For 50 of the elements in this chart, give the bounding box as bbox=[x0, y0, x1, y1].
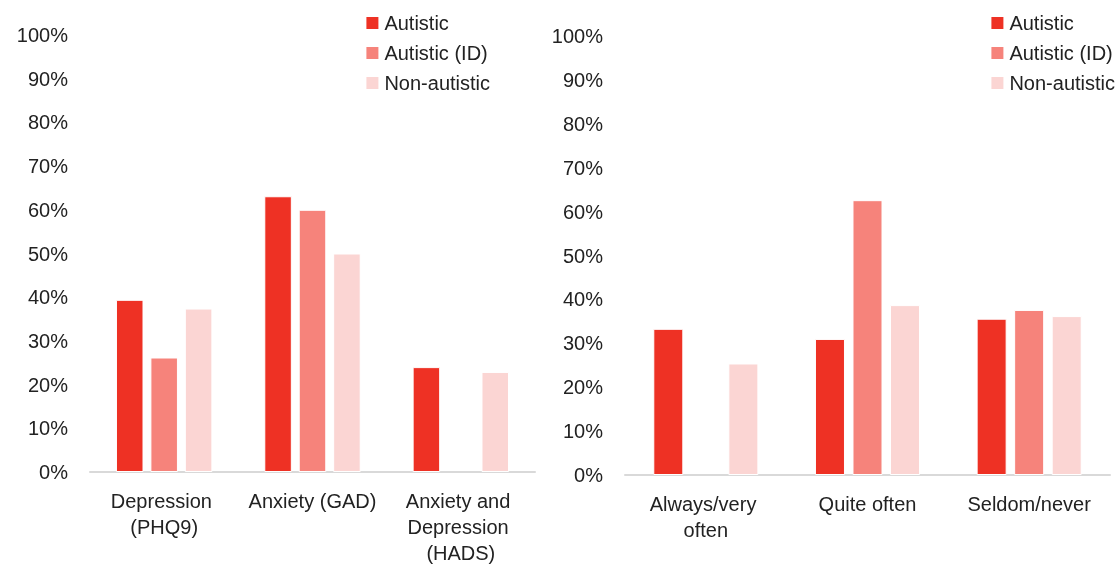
legend-label: Autistic bbox=[1009, 12, 1074, 34]
legend-label: Non-autistic bbox=[384, 72, 491, 94]
bar bbox=[481, 371, 510, 472]
bar bbox=[653, 328, 684, 475]
y-tick-label: 60% bbox=[562, 200, 604, 223]
y-tick-label: 60% bbox=[27, 198, 69, 221]
y-tick-label: 20% bbox=[27, 373, 69, 396]
legend-label: Autistic bbox=[384, 12, 449, 34]
y-tick-label: 10% bbox=[27, 417, 69, 440]
bar bbox=[115, 299, 144, 472]
bar bbox=[264, 196, 292, 472]
y-tick-label: 30% bbox=[27, 329, 69, 352]
y-tick-label: 90% bbox=[562, 68, 604, 91]
x-tick-label: Depression (PHQ9) bbox=[110, 490, 218, 538]
y-tick-label: 100% bbox=[16, 24, 69, 46]
bar bbox=[184, 308, 213, 472]
bar bbox=[852, 200, 883, 475]
y-tick-label: 10% bbox=[562, 420, 604, 443]
y-tick-label: 30% bbox=[562, 332, 604, 355]
y-tick-label: 0% bbox=[574, 464, 604, 486]
bar bbox=[150, 357, 178, 472]
y-tick-label: 50% bbox=[562, 244, 604, 267]
y-tick-label: 90% bbox=[27, 67, 69, 90]
y-tick-label: 80% bbox=[562, 112, 604, 135]
x-tick-label: Always/very often bbox=[649, 493, 762, 541]
x-tick-label: Quite often bbox=[818, 493, 917, 515]
y-tick-label: 40% bbox=[562, 288, 604, 311]
y-tick-label: 70% bbox=[27, 155, 69, 178]
y-tick-label: 50% bbox=[27, 242, 69, 265]
y-tick-label: 40% bbox=[27, 286, 69, 309]
legend-label: Autistic (ID) bbox=[1009, 42, 1113, 64]
bar bbox=[1014, 309, 1045, 475]
legend-label: Non-autistic bbox=[1009, 72, 1116, 94]
y-tick-label: 80% bbox=[27, 111, 69, 134]
y-tick-label: 0% bbox=[39, 461, 69, 483]
x-tick-label: Anxiety (GAD) bbox=[248, 490, 377, 512]
legend-label: Autistic (ID) bbox=[384, 42, 488, 64]
bar bbox=[890, 305, 921, 475]
bar bbox=[412, 367, 441, 472]
bar bbox=[298, 209, 327, 472]
bar bbox=[814, 338, 845, 475]
y-tick-label: 100% bbox=[551, 25, 604, 47]
bar bbox=[333, 253, 361, 472]
bar bbox=[976, 318, 1007, 475]
x-tick-label: Anxiety and Depression (HADS) bbox=[405, 490, 516, 564]
y-tick-label: 20% bbox=[562, 376, 604, 399]
bar bbox=[1051, 316, 1082, 475]
x-tick-label: Seldom/never bbox=[967, 493, 1092, 515]
bar bbox=[728, 363, 759, 475]
y-tick-label: 70% bbox=[562, 156, 604, 179]
